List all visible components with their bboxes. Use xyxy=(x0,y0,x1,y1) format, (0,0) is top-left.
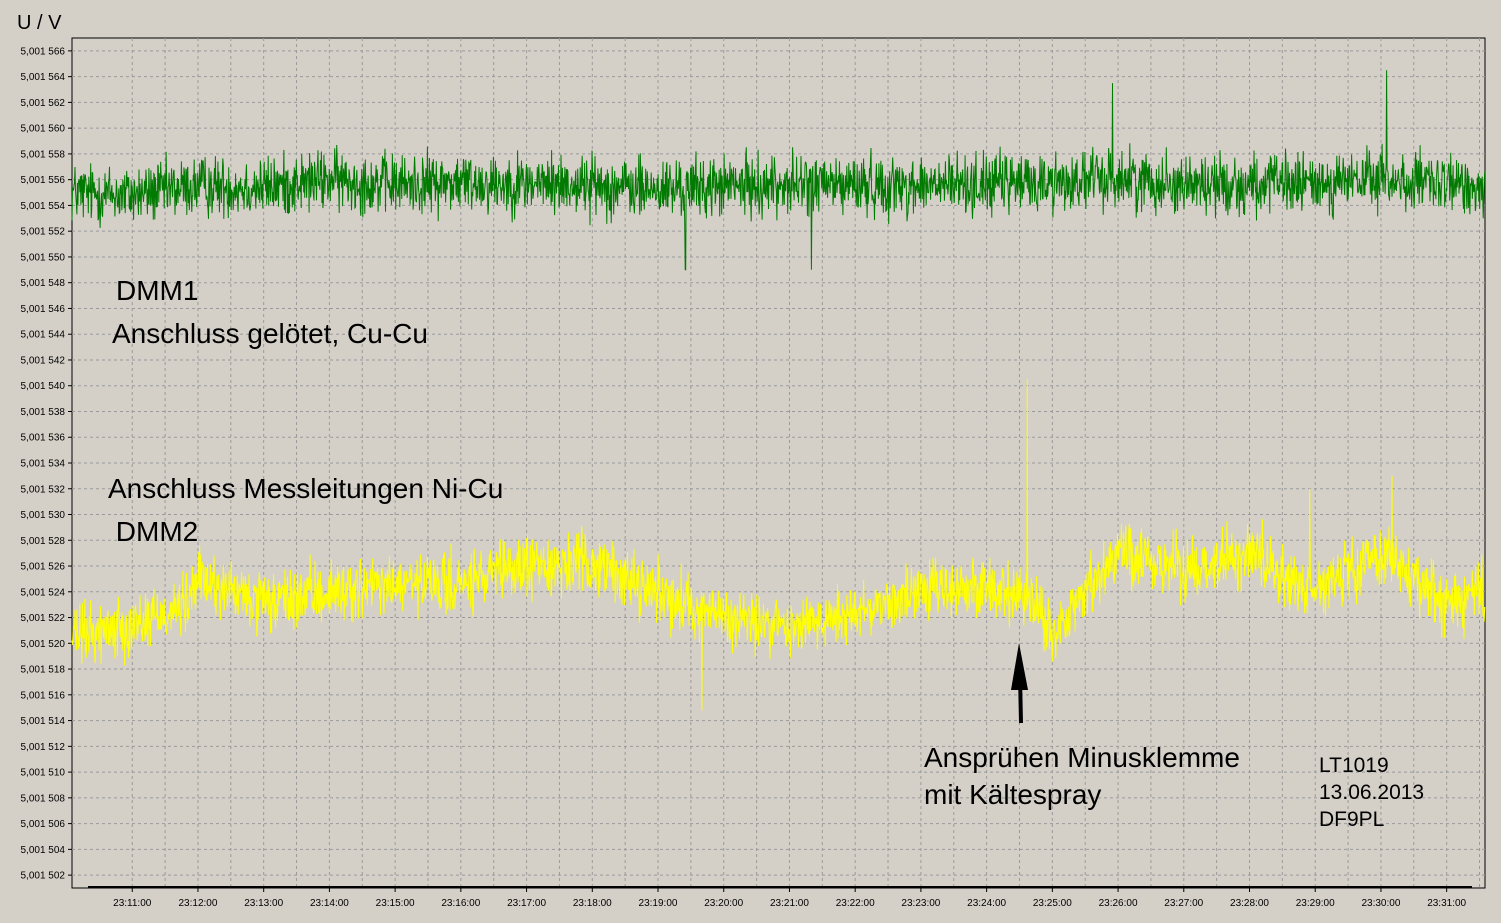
y-tick-label: 5,001 504 xyxy=(21,845,66,856)
annotation-dmm1-line-2: Anschluss gelötet, Cu-Cu xyxy=(112,318,428,349)
x-tick-label: 23:23:00 xyxy=(901,898,940,909)
y-tick-label: 5,001 506 xyxy=(21,819,66,830)
series-group xyxy=(71,70,1486,711)
annotation-signature-line-3: DF9PL xyxy=(1319,808,1384,831)
annotation-dmm1: DMM1 Anschluss gelötet, Cu-Cu xyxy=(112,275,428,349)
y-tick-label: 5,001 556 xyxy=(21,175,66,186)
y-tick-label: 5,001 542 xyxy=(21,355,66,366)
x-tick-label: 23:16:00 xyxy=(441,898,480,909)
x-tick-label: 23:25:00 xyxy=(1033,898,1072,909)
annotation-coldspray-line-2: mit Kältespray xyxy=(924,779,1101,810)
y-tick-label: 5,001 564 xyxy=(21,72,66,83)
y-tick-label: 5,001 566 xyxy=(21,46,66,57)
y-tick-label: 5,001 554 xyxy=(21,201,66,212)
y-tick-label: 5,001 538 xyxy=(21,407,66,418)
y-tick-label: 5,001 552 xyxy=(21,227,66,238)
y-tick-label: 5,001 524 xyxy=(21,587,66,598)
y-tick-label: 5,001 550 xyxy=(21,252,66,263)
x-tick-label: 23:29:00 xyxy=(1296,898,1335,909)
x-tick-label: 23:18:00 xyxy=(573,898,612,909)
annotation-dmm1-line-1: DMM1 xyxy=(116,275,198,306)
x-tick-label: 23:30:00 xyxy=(1361,898,1400,909)
x-tick-label: 23:28:00 xyxy=(1230,898,1269,909)
y-tick-label: 5,001 558 xyxy=(21,149,66,160)
y-tick-label: 5,001 562 xyxy=(21,98,66,109)
y-tick-label: 5,001 528 xyxy=(21,536,66,547)
annotation-dmm2: Anschluss Messleitungen Ni-Cu DMM2 xyxy=(108,473,503,547)
x-tick-label: 23:24:00 xyxy=(967,898,1006,909)
x-tick-label: 23:31:00 xyxy=(1427,898,1466,909)
series-line-dmm1 xyxy=(71,70,1486,271)
annotation-dmm2-line-2: DMM2 xyxy=(108,516,198,547)
y-tick-label: 5,001 544 xyxy=(21,330,66,341)
y-tick-label: 5,001 520 xyxy=(21,639,66,650)
y-tick-label: 5,001 532 xyxy=(21,484,66,495)
x-tick-label: 23:27:00 xyxy=(1164,898,1203,909)
y-tick-label: 5,001 518 xyxy=(21,665,66,676)
x-tick-label: 23:15:00 xyxy=(376,898,415,909)
y-tick-label: 5,001 548 xyxy=(21,278,66,289)
x-tick-label: 23:21:00 xyxy=(770,898,809,909)
y-tick-label: 5,001 510 xyxy=(21,768,66,779)
series-line-dmm2 xyxy=(71,379,1486,711)
x-tick-label: 23:12:00 xyxy=(178,898,217,909)
x-tick-label: 23:19:00 xyxy=(639,898,678,909)
y-axis-label: U / V xyxy=(17,12,62,34)
y-tick-label: 5,001 522 xyxy=(21,613,66,624)
y-tick-label: 5,001 516 xyxy=(21,690,66,701)
y-axis-ticks: 5,001 502 5,001 504 5,001 506 5,001 508 5,00… xyxy=(21,46,72,882)
x-tick-label: 23:22:00 xyxy=(836,898,875,909)
y-tick-label: 5,001 560 xyxy=(21,124,66,135)
annotation-signature-line-2: 13.06.2013 xyxy=(1319,781,1424,804)
annotation-coldspray-line-1: Ansprühen Minusklemme xyxy=(924,742,1240,773)
x-tick-label: 23:20:00 xyxy=(704,898,743,909)
x-tick-label: 23:13:00 xyxy=(244,898,283,909)
annotation-arrow-head xyxy=(1011,643,1028,690)
y-tick-label: 5,001 502 xyxy=(21,871,66,882)
y-tick-label: 5,001 530 xyxy=(21,510,66,521)
y-tick-label: 5,001 508 xyxy=(21,793,66,804)
x-tick-label: 23:17:00 xyxy=(507,898,546,909)
y-tick-label: 5,001 512 xyxy=(21,742,66,753)
y-tick-label: 5,001 536 xyxy=(21,433,66,444)
x-tick-label: 23:11:00 xyxy=(113,898,152,909)
y-tick-label: 5,001 514 xyxy=(21,716,66,727)
annotation-dmm2-line-1: Anschluss Messleitungen Ni-Cu xyxy=(108,473,503,504)
x-tick-label: 23:26:00 xyxy=(1099,898,1138,909)
y-tick-label: 5,001 546 xyxy=(21,304,66,315)
annotation-coldspray: Ansprühen Minusklemme mit Kältespray xyxy=(924,643,1240,810)
x-tick-label: 23:14:00 xyxy=(310,898,349,909)
y-tick-label: 5,001 534 xyxy=(21,459,66,470)
y-tick-label: 5,001 540 xyxy=(21,381,66,392)
x-axis-ticks: 23:11:00 23:12:00 23:13:00 23:14:00 23:15:00… xyxy=(113,887,1467,909)
annotation-signature: LT1019 13.06.2013 DF9PL xyxy=(1319,754,1424,831)
annotation-signature-line-1: LT1019 xyxy=(1319,754,1389,777)
y-tick-label: 5,001 526 xyxy=(21,562,66,573)
